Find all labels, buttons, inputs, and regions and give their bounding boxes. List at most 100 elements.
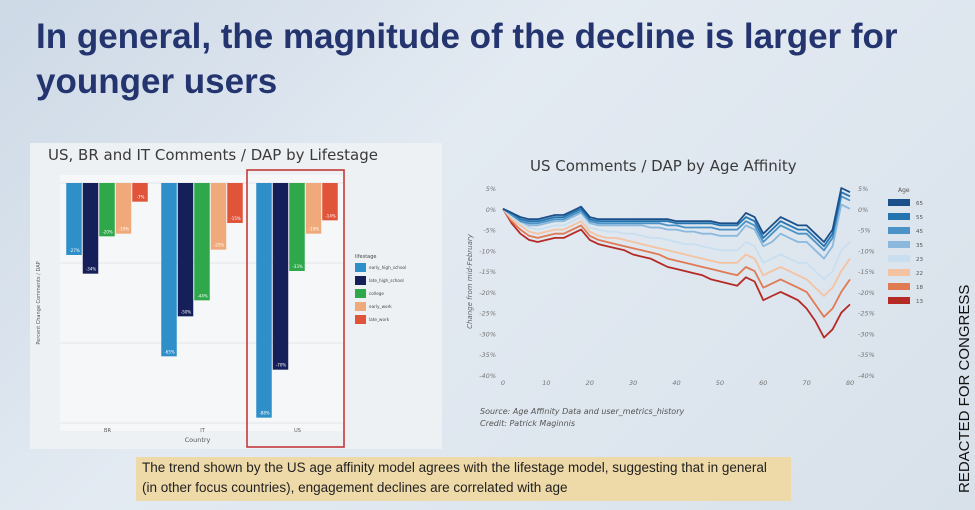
bar-data-label: -20% <box>102 229 113 234</box>
bar-legend-label: late_high_school <box>369 278 404 283</box>
line-legend-label: 22 <box>916 271 923 277</box>
line-legend-swatch <box>888 213 910 220</box>
bar-data-label: -14% <box>325 213 336 218</box>
bar <box>227 183 243 223</box>
bar-legend-label: early_high_school <box>369 265 406 270</box>
bar-data-label: -88% <box>259 411 270 416</box>
line-series <box>502 208 851 281</box>
bar-category-label: IT <box>200 428 205 434</box>
line-y-tick-right: -25% <box>858 310 875 318</box>
bar-data-label: -50% <box>181 309 192 314</box>
line-series <box>502 195 851 252</box>
bar-data-label: -70% <box>276 363 287 368</box>
line-y-tick-left: 0% <box>486 206 496 214</box>
line-y-tick-right: -15% <box>858 268 875 276</box>
bar-data-label: -65% <box>164 349 175 354</box>
bar-legend-title: lifestage <box>355 254 377 260</box>
bar-legend-swatch <box>355 289 366 298</box>
line-legend-label: 45 <box>916 229 923 235</box>
line-legend-swatch <box>888 227 910 234</box>
bar <box>82 183 99 274</box>
line-y-tick-left: -15% <box>479 268 496 276</box>
line-series <box>502 208 851 318</box>
bar-data-label: -19% <box>309 227 320 232</box>
line-legend-label: 23 <box>916 257 923 263</box>
bar-data-label: -19% <box>119 227 130 232</box>
bar-legend-label: college <box>369 291 384 296</box>
line-y-tick-right: -35% <box>858 351 875 359</box>
line-y-tick-left: 5% <box>486 185 496 193</box>
bar <box>66 183 82 255</box>
bar-legend-label: late_work <box>369 317 390 322</box>
bar <box>322 183 338 221</box>
line-x-tick: 10 <box>542 379 550 387</box>
slide-title: In general, the magnitude of the decline… <box>36 17 898 101</box>
chart-source-note: Source: Age Affinity Data and user_metri… <box>480 406 684 430</box>
bar <box>256 183 272 418</box>
bar-x-axis-label: Country <box>185 436 211 444</box>
line-y-tick-right: -20% <box>858 289 875 297</box>
bar <box>194 183 210 301</box>
redaction-label: REDACTED FOR CONGRESS <box>944 235 973 493</box>
bar <box>161 183 177 357</box>
bar-data-label: -33% <box>292 264 303 269</box>
bar-legend-swatch <box>355 315 366 324</box>
line-series <box>502 208 851 339</box>
line-chart-title: US Comments / DAP by Age Affinity <box>530 157 797 175</box>
line-y-tick-left: -25% <box>479 310 496 318</box>
line-y-tick-left: -5% <box>483 227 496 235</box>
bar-data-label: -34% <box>86 267 97 272</box>
bar <box>305 183 322 234</box>
bar-category-label: BR <box>104 428 111 434</box>
line-legend-label: 55 <box>916 215 923 221</box>
bar <box>177 183 194 317</box>
line-legend-label: 35 <box>916 243 923 249</box>
line-x-tick: 50 <box>716 379 724 387</box>
line-legend-swatch <box>888 283 910 290</box>
line-y-tick-right: -10% <box>858 247 875 255</box>
bar <box>272 183 289 370</box>
bar-legend-swatch <box>355 302 366 311</box>
bar <box>115 183 132 234</box>
line-legend-title: Age <box>898 187 910 194</box>
bar-data-label: -15% <box>230 216 241 221</box>
line-y-tick-left: -35% <box>479 351 496 359</box>
bar-data-label: -27% <box>69 248 80 253</box>
bar-legend-swatch <box>355 276 366 285</box>
bar-data-label: -7% <box>137 195 145 200</box>
line-legend-label: 18 <box>916 285 923 291</box>
line-legend-swatch <box>888 241 910 248</box>
line-y-tick-right: -5% <box>858 227 871 235</box>
line-x-tick: 30 <box>629 379 637 387</box>
bar-legend-label: early_work <box>369 304 392 309</box>
line-series <box>502 187 851 243</box>
bar <box>99 183 115 237</box>
line-series <box>502 191 851 248</box>
line-x-tick: 20 <box>586 379 594 387</box>
credit-line: Credit: Patrick Maginnis <box>480 419 576 428</box>
line-x-tick: 80 <box>846 379 854 387</box>
line-y-tick-right: -40% <box>858 372 875 380</box>
line-y-axis-label: Change from mid-February <box>466 233 474 329</box>
line-legend-swatch <box>888 269 910 276</box>
line-x-tick: 40 <box>672 379 680 387</box>
bar-y-axis-label: Percent Change Comments / DAP <box>36 261 42 344</box>
callout-box: The trend shown by the US age affinity m… <box>136 457 791 501</box>
bar <box>289 183 305 271</box>
line-y-tick-left: -40% <box>479 372 496 380</box>
bar-data-label: -25% <box>214 243 225 248</box>
line-legend-label: 13 <box>916 299 923 305</box>
line-y-tick-left: -30% <box>479 330 496 338</box>
line-legend-swatch <box>888 199 910 206</box>
line-legend-swatch <box>888 255 910 262</box>
line-y-tick-right: 0% <box>858 206 868 214</box>
line-y-tick-right: -30% <box>858 330 875 338</box>
bar <box>132 183 148 202</box>
line-legend-label: 65 <box>916 201 923 207</box>
line-x-tick: 0 <box>501 379 505 387</box>
line-series <box>502 203 851 260</box>
line-x-tick: 60 <box>759 379 767 387</box>
line-y-tick-left: -20% <box>479 289 496 297</box>
